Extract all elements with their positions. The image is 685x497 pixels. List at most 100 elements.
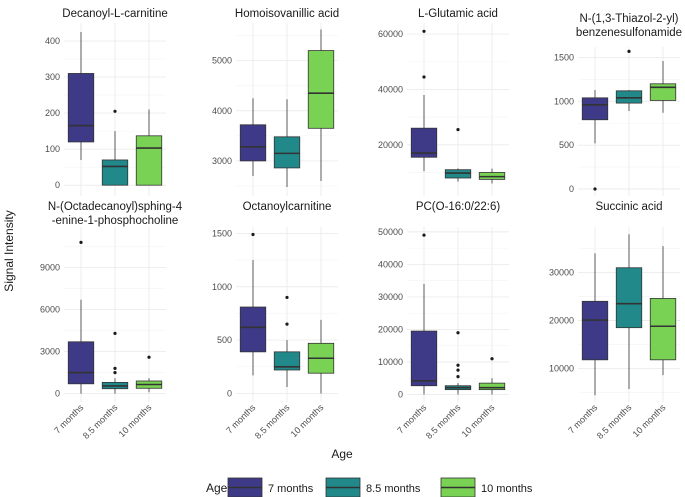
panel-title: PC(O-16:0/22:6) <box>416 201 501 213</box>
box-iqr <box>239 306 267 353</box>
y-tick-label: 100 <box>45 144 60 154</box>
facet-panel: 20000 40000 60000 L-Glutamic acid <box>378 8 509 196</box>
outlier-point <box>456 331 460 335</box>
box-10-months <box>649 61 677 113</box>
y-tick-label: 5000 <box>212 56 232 66</box>
y-tick-label: 40000 <box>378 259 403 269</box>
box-10-months <box>307 29 335 181</box>
panel-title: Succinic acid <box>595 201 662 213</box>
x-tick-label: 8.5 months <box>81 402 120 441</box>
legend-item-8.5-months: 8.5 months <box>325 477 421 497</box>
x-tick-label: 10 months <box>117 402 154 439</box>
box-7-months <box>410 233 438 395</box>
y-tick-label: 1500 <box>212 228 232 238</box>
box-8.5-months <box>273 295 301 388</box>
panel-title-line: N-(Octadecanoyl)sphing-4 <box>48 201 183 213</box>
panel-title: N-(Octadecanoyl)sphing-4 -enine-1-phospho… <box>48 201 183 227</box>
box-iqr <box>581 300 609 361</box>
facet-panel: 10000 20000 30000 Succinic acid 7 months8.5 … <box>549 201 680 441</box>
y-tick-label: 0 <box>55 389 60 399</box>
box-7-months <box>581 253 609 396</box>
y-tick-label: 30000 <box>378 292 403 302</box>
x-tick-label: 8.5 months <box>253 402 292 441</box>
legend-label: 8.5 months <box>366 483 421 495</box>
panel-title-line: Succinic acid <box>595 201 662 213</box>
legend-item-7-months: 7 months <box>227 477 314 497</box>
box-8.5-months <box>444 127 472 182</box>
panel-title-line: Homoisovanillic acid <box>235 8 339 20</box>
y-tick-label: 20000 <box>378 140 403 150</box>
facet-panel: 0 3000 6000 9000 N-(Octadecanoyl)sphing-4 -en… <box>40 201 183 441</box>
panel-title-line: L-Glutamic acid <box>418 8 498 20</box>
box-iqr <box>581 97 609 121</box>
y-tick-label: 0 <box>569 184 574 194</box>
box-iqr <box>410 330 438 387</box>
box-8.5-months <box>444 331 472 395</box>
box-7-months <box>239 98 267 176</box>
box-10-months <box>649 246 677 376</box>
box-7-months <box>67 240 95 394</box>
outlier-point <box>422 233 426 237</box>
y-axis-label: Signal Intensity <box>2 210 16 291</box>
box-iqr <box>67 341 95 385</box>
y-tick-label: 1500 <box>554 53 574 63</box>
y-tick-label: 10000 <box>378 357 403 367</box>
panel-title: Homoisovanillic acid <box>235 8 339 20</box>
box-10-months <box>135 109 163 186</box>
x-tick-label: 7 months <box>566 402 600 436</box>
box-iqr <box>649 83 677 101</box>
outlier-point <box>627 49 631 53</box>
outlier-point <box>79 240 83 244</box>
legend-item-10-months: 10 months <box>440 477 533 497</box>
panel-title-line: Octanoylcarnitine <box>243 201 332 213</box>
box-iqr <box>239 124 267 162</box>
box-iqr <box>67 73 95 143</box>
facet-panel: 0 500 1000 1500 Octanoylcarnitine 7 months8.5… <box>212 201 338 441</box>
panel-title-line: N-(1,3-Thiazol-2-yl) <box>579 13 678 25</box>
box-iqr <box>649 298 677 361</box>
box-8.5-months <box>101 109 129 186</box>
outlier-point <box>456 375 460 379</box>
box-iqr <box>478 382 506 391</box>
box-10-months <box>135 355 163 393</box>
box-iqr <box>135 135 163 186</box>
y-tick-label: 9000 <box>40 263 60 273</box>
y-tick-label: 0 <box>55 180 60 190</box>
panel-title: Decanoyl-L-carnitine <box>62 8 167 20</box>
panel-title: N-(1,3-Thiazol-2-yl) benzenesulfonamide <box>576 13 682 39</box>
x-axis-label: Age <box>331 447 353 461</box>
x-tick-label: 10 months <box>289 402 326 439</box>
facet-panel: 0 500 1000 1500 N-(1,3-Thiazol-2-yl) benzenes… <box>554 13 682 196</box>
box-8.5-months <box>101 331 129 394</box>
y-tick-label: 10000 <box>549 363 574 373</box>
y-tick-label: 3000 <box>40 347 60 357</box>
x-tick-label: 10 months <box>631 402 668 439</box>
outlier-point <box>113 331 117 335</box>
x-tick-label: 7 months <box>224 402 258 436</box>
y-tick-label: 0 <box>227 388 232 398</box>
outlier-point <box>251 232 255 237</box>
outlier-point <box>456 363 460 367</box>
box-iqr <box>444 169 472 179</box>
panel-title-line: -enine-1-phosphocholine <box>52 215 179 227</box>
panel-title-line: PC(O-16:0/22:6) <box>416 201 501 213</box>
y-tick-label: 300 <box>45 72 60 82</box>
y-tick-label: 500 <box>217 335 232 345</box>
y-tick-label: 1000 <box>212 282 232 292</box>
panel-title: Octanoylcarnitine <box>243 201 332 213</box>
y-tick-label: 400 <box>45 36 60 46</box>
box-iqr <box>273 351 301 371</box>
box-10-months <box>478 357 506 395</box>
facet-panel: 3000 4000 5000 Homoisovanillic acid <box>212 8 339 196</box>
outlier-point <box>285 322 289 326</box>
box-8.5-months <box>615 49 643 111</box>
y-tick-label: 60000 <box>378 29 403 39</box>
y-tick-label: 500 <box>559 140 574 150</box>
outlier-point <box>593 187 597 191</box>
outlier-point <box>113 366 117 370</box>
box-10-months <box>478 168 506 184</box>
box-10-months <box>307 319 335 394</box>
y-tick-label: 3000 <box>212 156 232 166</box>
outlier-point <box>456 127 460 132</box>
